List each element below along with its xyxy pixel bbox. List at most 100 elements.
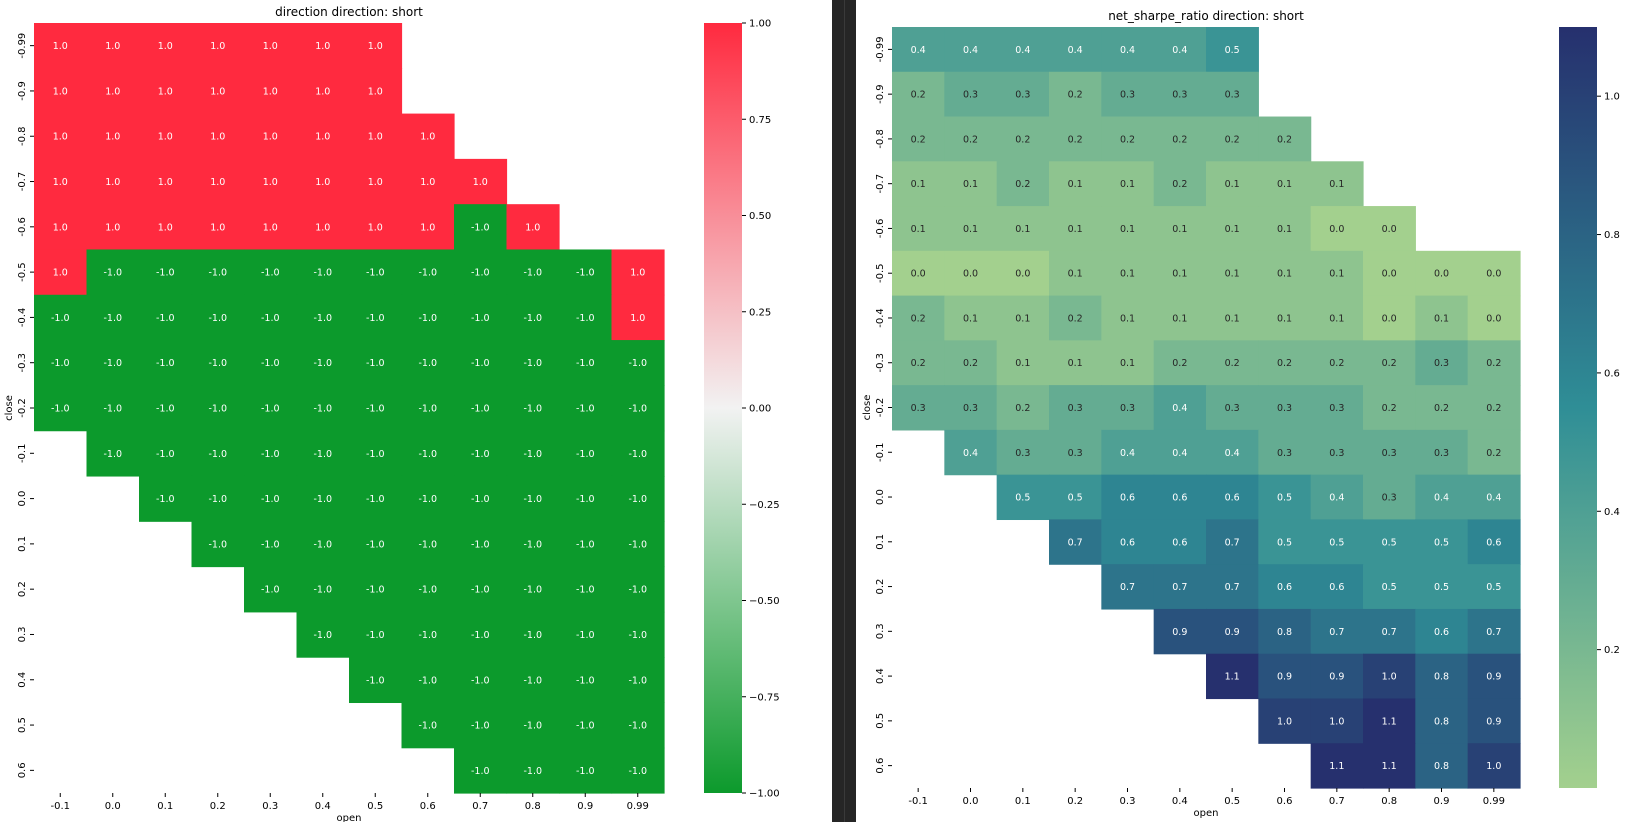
cell-value-label: -1.0	[366, 268, 385, 279]
cell-value-label: 0.1	[1225, 224, 1240, 235]
heatmap-cell	[611, 430, 665, 477]
cell-value-label: 0.1	[1068, 224, 1083, 235]
heatmap-cell	[1153, 608, 1207, 655]
heatmap-cell	[34, 249, 88, 296]
heatmap-cell	[506, 340, 560, 386]
cell-value-label: -1.0	[156, 494, 175, 505]
colorbar-tick-label: −1.00	[749, 789, 780, 800]
cell-value-label: -1.0	[103, 404, 122, 415]
cell-value-label: -1.0	[628, 494, 647, 505]
heatmap-cell	[34, 113, 88, 160]
cell-value-label: 0.1	[1277, 179, 1292, 190]
heatmap-cell	[139, 23, 193, 69]
cell-value-label: 1.0	[210, 41, 225, 52]
cell-value-label: -1.0	[156, 268, 175, 279]
cell-value-label: -1.0	[576, 358, 595, 369]
heatmap-cell	[1363, 743, 1416, 789]
heatmap-cell	[139, 204, 193, 251]
heatmap-cell	[296, 23, 350, 69]
heatmap-cell	[191, 475, 245, 522]
heatmap-cell	[296, 385, 350, 432]
y-tick-label: -0.5	[17, 262, 28, 282]
heatmap-cell	[191, 158, 245, 205]
direction-heatmap: direction direction: short 1.0 1.0 1.0 1.0 1.…	[4, 5, 780, 822]
heatmap-cell	[1310, 608, 1364, 655]
cell-value-label: -1.0	[261, 494, 280, 505]
y-tick-label: 0.5	[17, 717, 28, 733]
heatmap-cell	[1258, 564, 1312, 610]
heatmap-cell	[401, 702, 455, 749]
heatmap-cell	[401, 566, 455, 613]
cell-value-label: 0.5	[1434, 582, 1449, 593]
colorbar-tick-label: 0.50	[749, 211, 771, 222]
heatmap-cell	[892, 295, 945, 341]
cell-value-label: 0.2	[1172, 134, 1187, 145]
colorbar-tick-label: 0.2	[1604, 645, 1620, 656]
heatmap-cell	[1363, 429, 1416, 476]
heatmap-cell	[1049, 206, 1102, 252]
cell-value-label: 0.4	[1015, 45, 1030, 56]
heatmap-cell	[191, 23, 245, 69]
cell-value-label: 0.0	[1329, 224, 1344, 235]
cell-value-label: 0.9	[1225, 627, 1240, 638]
cell-value-label: -1.0	[261, 404, 280, 415]
colorbar	[1559, 27, 1597, 788]
cell-value-label: 1.0	[368, 177, 383, 188]
cell-value-label: 0.7	[1068, 537, 1083, 548]
x-tick-label: 0.1	[157, 801, 173, 812]
cell-value-label: 1.0	[53, 222, 68, 233]
y-tick-label: -0.7	[17, 172, 28, 192]
cell-value-label: 0.1	[1225, 313, 1240, 324]
heatmap-cell	[86, 113, 140, 160]
heatmap-cell	[1049, 519, 1102, 565]
cell-value-label: 0.2	[1486, 403, 1501, 414]
cell-value-label: 1.0	[420, 177, 435, 188]
cell-value-label: -1.0	[471, 268, 490, 279]
y-tick-label: 0.1	[875, 534, 886, 550]
cell-value-label: 0.0	[911, 269, 926, 280]
heatmap-cell	[611, 521, 665, 568]
heatmap-cell	[1363, 564, 1416, 610]
heatmap-cell	[1049, 429, 1102, 476]
cell-value-label: 0.3	[1172, 90, 1187, 101]
cell-value-label: 0.5	[1434, 537, 1449, 548]
cell-value-label: 1.0	[473, 177, 488, 188]
heatmap-cell	[1206, 27, 1259, 73]
x-tick-label: 0.9	[1434, 796, 1450, 807]
cell-value-label: 1.0	[420, 222, 435, 233]
heatmap-cell	[1258, 116, 1312, 162]
cell-value-label: -1.0	[523, 313, 542, 324]
cell-value-label: 1.0	[158, 86, 173, 97]
y-tick-label: -0.9	[17, 81, 28, 101]
cell-value-label: 0.2	[1120, 134, 1135, 145]
colorbar-tick-label: −0.50	[749, 596, 780, 607]
cell-value-label: -1.0	[261, 585, 280, 596]
heatmap-cell	[1258, 250, 1312, 297]
heatmap-cell	[244, 68, 298, 115]
cell-value-label: -1.0	[261, 268, 280, 279]
heatmap-cell	[349, 566, 403, 613]
cell-value-label: 0.1	[1015, 313, 1030, 324]
heatmap-cell	[1363, 206, 1416, 252]
heatmap-cell	[559, 385, 613, 432]
heatmap-cell	[1258, 206, 1312, 252]
heatmap-cell	[1415, 250, 1469, 297]
heatmap-cell	[86, 385, 140, 432]
cell-value-label: 0.2	[911, 134, 926, 145]
heatmap-cell	[1101, 206, 1155, 252]
heatmap-cell	[892, 385, 945, 431]
y-tick-label: -0.8	[17, 126, 28, 146]
y-tick-label: -0.6	[875, 219, 886, 239]
heatmap-cell	[1101, 71, 1155, 118]
heatmap-cell	[296, 158, 350, 205]
heatmap-cell	[244, 521, 298, 568]
cell-value-label: 0.0	[1382, 313, 1397, 324]
heatmap-cell	[1206, 71, 1259, 118]
y-tick-label: -0.3	[17, 353, 28, 373]
x-tick-label: 0.6	[420, 801, 436, 812]
heatmap-cell	[454, 566, 508, 613]
heatmap-cell	[1153, 340, 1207, 386]
cell-value-label: 1.0	[630, 313, 645, 324]
cell-value-label: 0.7	[1329, 627, 1344, 638]
cell-value-label: 0.3	[1434, 448, 1449, 459]
